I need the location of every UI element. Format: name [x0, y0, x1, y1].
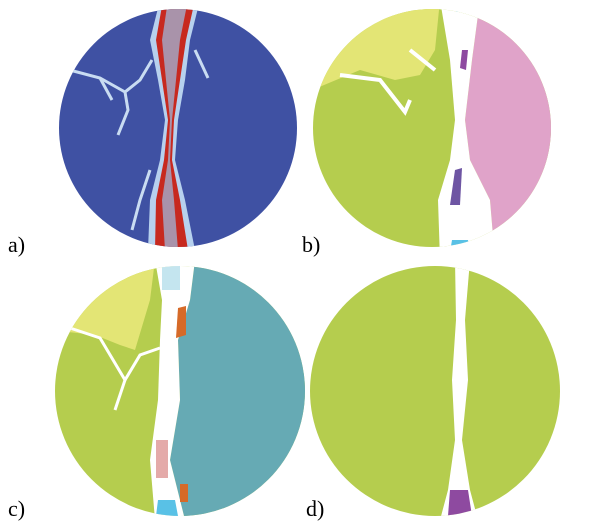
figure: a) b) c) d) — [0, 0, 597, 528]
panel-label: c) — [8, 496, 25, 521]
panel-label: a) — [8, 232, 25, 257]
panel-b-image — [300, 0, 570, 260]
panel-d-image — [305, 260, 565, 520]
panel-c-image — [50, 260, 310, 520]
panel-a-image — [50, 0, 310, 260]
panel-label: b) — [302, 232, 320, 257]
panel-label: d) — [306, 496, 324, 521]
